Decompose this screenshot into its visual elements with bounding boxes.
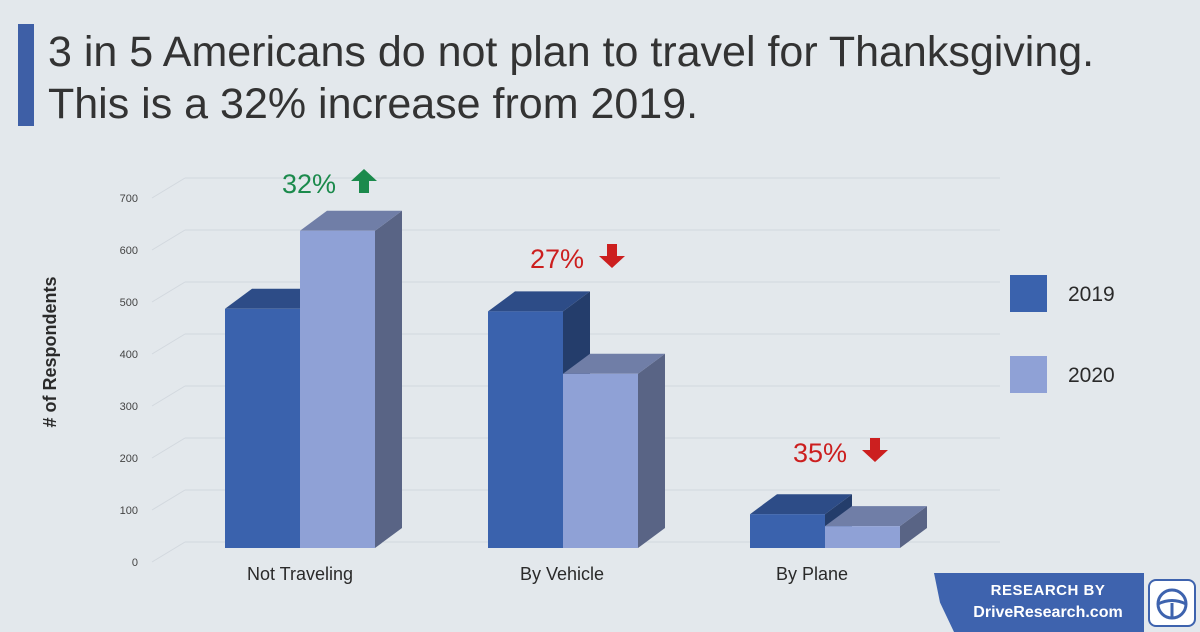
bar-2020-top	[825, 506, 927, 527]
arrow-down-icon	[599, 244, 625, 268]
bar-2020-side	[375, 210, 402, 549]
bar-2020-side	[638, 353, 665, 548]
badge-banner	[934, 573, 1144, 632]
legend-swatch-2020	[1010, 356, 1047, 393]
y-tick-label: 0	[132, 557, 138, 569]
gridline-diag	[151, 541, 186, 563]
legend-label: 2019	[1068, 283, 1115, 306]
y-tick-label: 700	[120, 193, 138, 205]
bar-2020-top	[563, 353, 665, 374]
title-accent-bar	[18, 24, 34, 126]
badge-line-1: RESEARCH BY	[990, 582, 1106, 599]
bar-2020	[300, 230, 375, 549]
x-category-label: By Vehicle	[520, 564, 604, 584]
y-tick-label: 600	[120, 245, 138, 257]
gridline-diag	[151, 333, 186, 355]
x-category-label: Not Traveling	[247, 564, 353, 584]
arrow-down-icon	[862, 438, 888, 462]
y-tick-label: 100	[120, 505, 138, 517]
y-tick-label: 200	[120, 453, 138, 465]
bar-2020	[825, 526, 900, 548]
bar-2019	[488, 311, 563, 548]
bar-2020-top	[300, 210, 402, 231]
bar-2020	[563, 373, 638, 548]
steering-wheel-icon	[1148, 579, 1196, 627]
change-label: 35%	[793, 438, 847, 468]
change-label: 27%	[530, 244, 584, 274]
y-axis-label: # of Respondents	[40, 276, 60, 427]
gridline-diag	[151, 281, 186, 303]
bar-2019	[750, 514, 825, 548]
gridline-diag	[151, 489, 186, 511]
gridline-diag	[151, 437, 186, 459]
y-tick-label: 400	[120, 349, 138, 361]
legend-swatch-2019	[1010, 275, 1047, 312]
bar-2019	[225, 308, 300, 548]
research-badge: RESEARCH BY DriveResearch.com	[934, 573, 1200, 632]
y-tick-label: 500	[120, 297, 138, 309]
bar-2019-top	[488, 291, 590, 312]
bar-2019-top	[750, 494, 852, 515]
chart-title: 3 in 5 Americans do not plan to travel f…	[48, 28, 1095, 128]
legend-label: 2020	[1068, 364, 1115, 387]
gridline-diag	[151, 177, 186, 199]
gridline-diag	[151, 229, 186, 251]
y-tick-label: 300	[120, 401, 138, 413]
gridline-diag	[151, 385, 186, 407]
bar-2020-side	[900, 506, 927, 548]
badge-line-2: DriveResearch.com	[973, 604, 1123, 621]
arrow-up-icon	[351, 169, 377, 193]
change-label: 32%	[282, 169, 336, 199]
x-category-label: By Plane	[776, 564, 848, 584]
